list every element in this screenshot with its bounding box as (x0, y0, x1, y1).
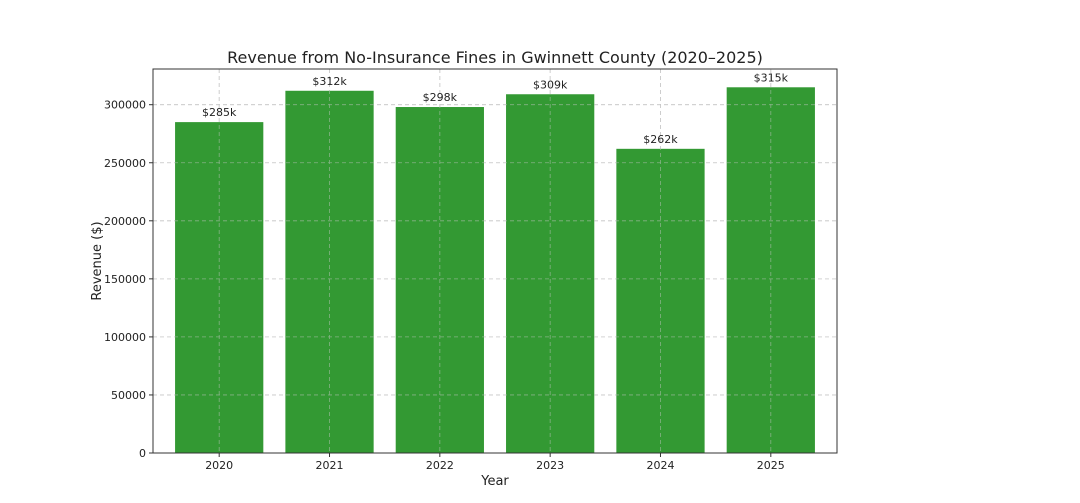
x-axis-label: Year (480, 474, 509, 489)
axis-ticks: 0 50000 100000 150000 200000 250000 300000 2020… (104, 99, 785, 472)
x-tick-label: 2024 (646, 459, 674, 472)
plot-area-frame (152, 68, 838, 454)
y-tick-label: 200000 (104, 215, 146, 228)
chart-title: Revenue from No-Insurance Fines in Gwinn… (227, 48, 763, 67)
y-tick-label: 250000 (104, 157, 146, 170)
x-tick-label: 2023 (536, 459, 564, 472)
bars (175, 87, 815, 454)
data-label-2023: $309k (533, 78, 568, 91)
data-label-2025: $315k (754, 71, 789, 84)
x-tick-label: 2020 (205, 459, 233, 472)
data-label-2024: $262k (643, 133, 678, 146)
y-tick-label: 150000 (104, 273, 146, 286)
x-tick-label: 2025 (757, 459, 785, 472)
data-label-2021: $312k (312, 75, 347, 88)
data-labels: $285k $312k $298k $309k $262k $315k (202, 71, 789, 146)
y-tick-label: 50000 (111, 389, 146, 402)
x-tick-label: 2022 (426, 459, 454, 472)
y-axis-label: Revenue ($) (90, 221, 105, 300)
y-tick-label: 300000 (104, 99, 146, 112)
data-label-2020: $285k (202, 106, 237, 119)
y-tick-label: 100000 (104, 331, 146, 344)
y-tick-label: 0 (139, 447, 146, 460)
x-tick-label: 2021 (316, 459, 344, 472)
data-label-2022: $298k (423, 91, 458, 104)
